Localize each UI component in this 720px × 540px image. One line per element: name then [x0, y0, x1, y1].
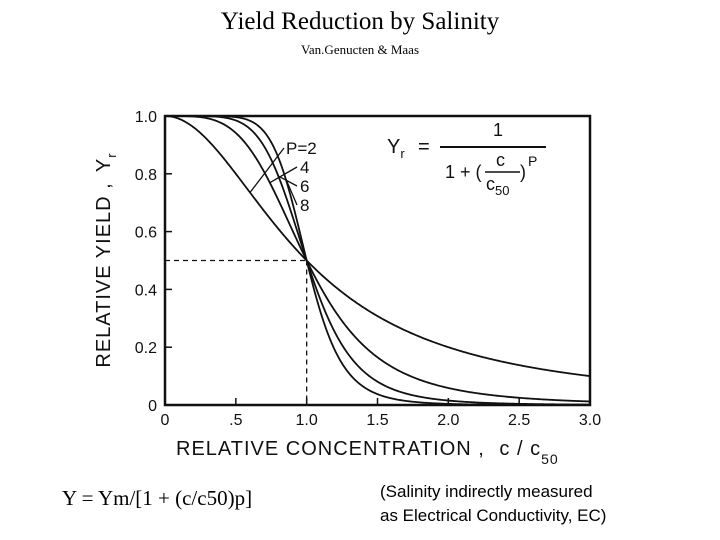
x-axis-label-sub: 50: [541, 451, 559, 467]
y-tick-label: 0.8: [135, 167, 157, 184]
yield-equation: Y = Ym/[1 + (c/c50)p]: [62, 486, 253, 510]
x-tick-label: 1.5: [366, 412, 388, 429]
y-axis-label-main: RELATIVE YIELD ,: [93, 182, 115, 367]
legend-label-p6: 6: [300, 177, 309, 196]
x-axis-label-var: c / c: [499, 438, 541, 460]
formula-frac-den: c50: [486, 174, 509, 198]
legend-pointer-p4: [269, 166, 298, 184]
reference-lines: [165, 259, 308, 405]
tick-labels: 0 .5 1.0 1.5 2.0 2.5 3.0 0 0.2 0.4 0.6 0.8 1.0: [135, 109, 601, 429]
inset-formula: Yr = 1 1 + ( c c50 ) P: [387, 120, 546, 198]
y-tick-label: 1.0: [135, 109, 157, 126]
formula-frac-num: c: [496, 150, 505, 170]
series-line-p4: [165, 115, 591, 403]
y-axis-label-var: Y: [93, 158, 115, 172]
x-tick-label: .5: [229, 412, 242, 429]
x-axis-label: RELATIVE CONCENTRATION , c / c50: [176, 438, 559, 467]
formula-denom-prefix: 1 + (: [445, 162, 482, 182]
legend-label-p8: 8: [300, 196, 309, 215]
series-line-p8: [165, 115, 591, 406]
x-axis-label-main: RELATIVE CONCENTRATION ,: [176, 438, 485, 460]
y-tick-label: 0.6: [135, 225, 157, 242]
y-tick-label: 0.4: [135, 282, 157, 299]
y-tick-label: 0.2: [135, 340, 157, 357]
chart-subtitle: Van.Genucten & Maas: [300, 42, 420, 57]
legend-pointer-p2: [249, 147, 285, 193]
formula-exponent: P: [528, 153, 537, 169]
x-tick-label: 2.5: [508, 412, 530, 429]
salinity-note: (Salinity indirectly measured as Electri…: [380, 480, 710, 528]
series-line-p2: [164, 115, 591, 377]
y-tick-label: 0: [148, 398, 157, 415]
formula-close-paren: ): [520, 162, 526, 182]
formula-numerator: 1: [493, 120, 503, 140]
x-tick-label: 2.0: [437, 412, 459, 429]
legend-label-p4: 4: [300, 158, 309, 177]
x-tick-label: 1.0: [296, 412, 318, 429]
x-tick-label: 3.0: [579, 412, 601, 429]
series-curves: [164, 115, 591, 406]
chart-title: Yield Reduction by Salinity: [220, 8, 500, 35]
note-line-2: as Electrical Conductivity, EC): [380, 506, 607, 525]
note-line-1: (Salinity indirectly measured: [380, 482, 593, 501]
series-line-p6: [165, 115, 590, 406]
legend-pointer-p8: [284, 177, 298, 206]
y-axis-label: RELATIVE YIELD , Yr: [93, 152, 119, 367]
legend-label-p2: P=2: [286, 139, 317, 158]
y-axis-label-sub: r: [104, 152, 119, 157]
x-tick-label: 0: [161, 412, 170, 429]
formula-lhs: Yr: [387, 136, 405, 161]
legend-pointer-p6: [278, 175, 298, 187]
formula-equals: =: [418, 136, 430, 158]
